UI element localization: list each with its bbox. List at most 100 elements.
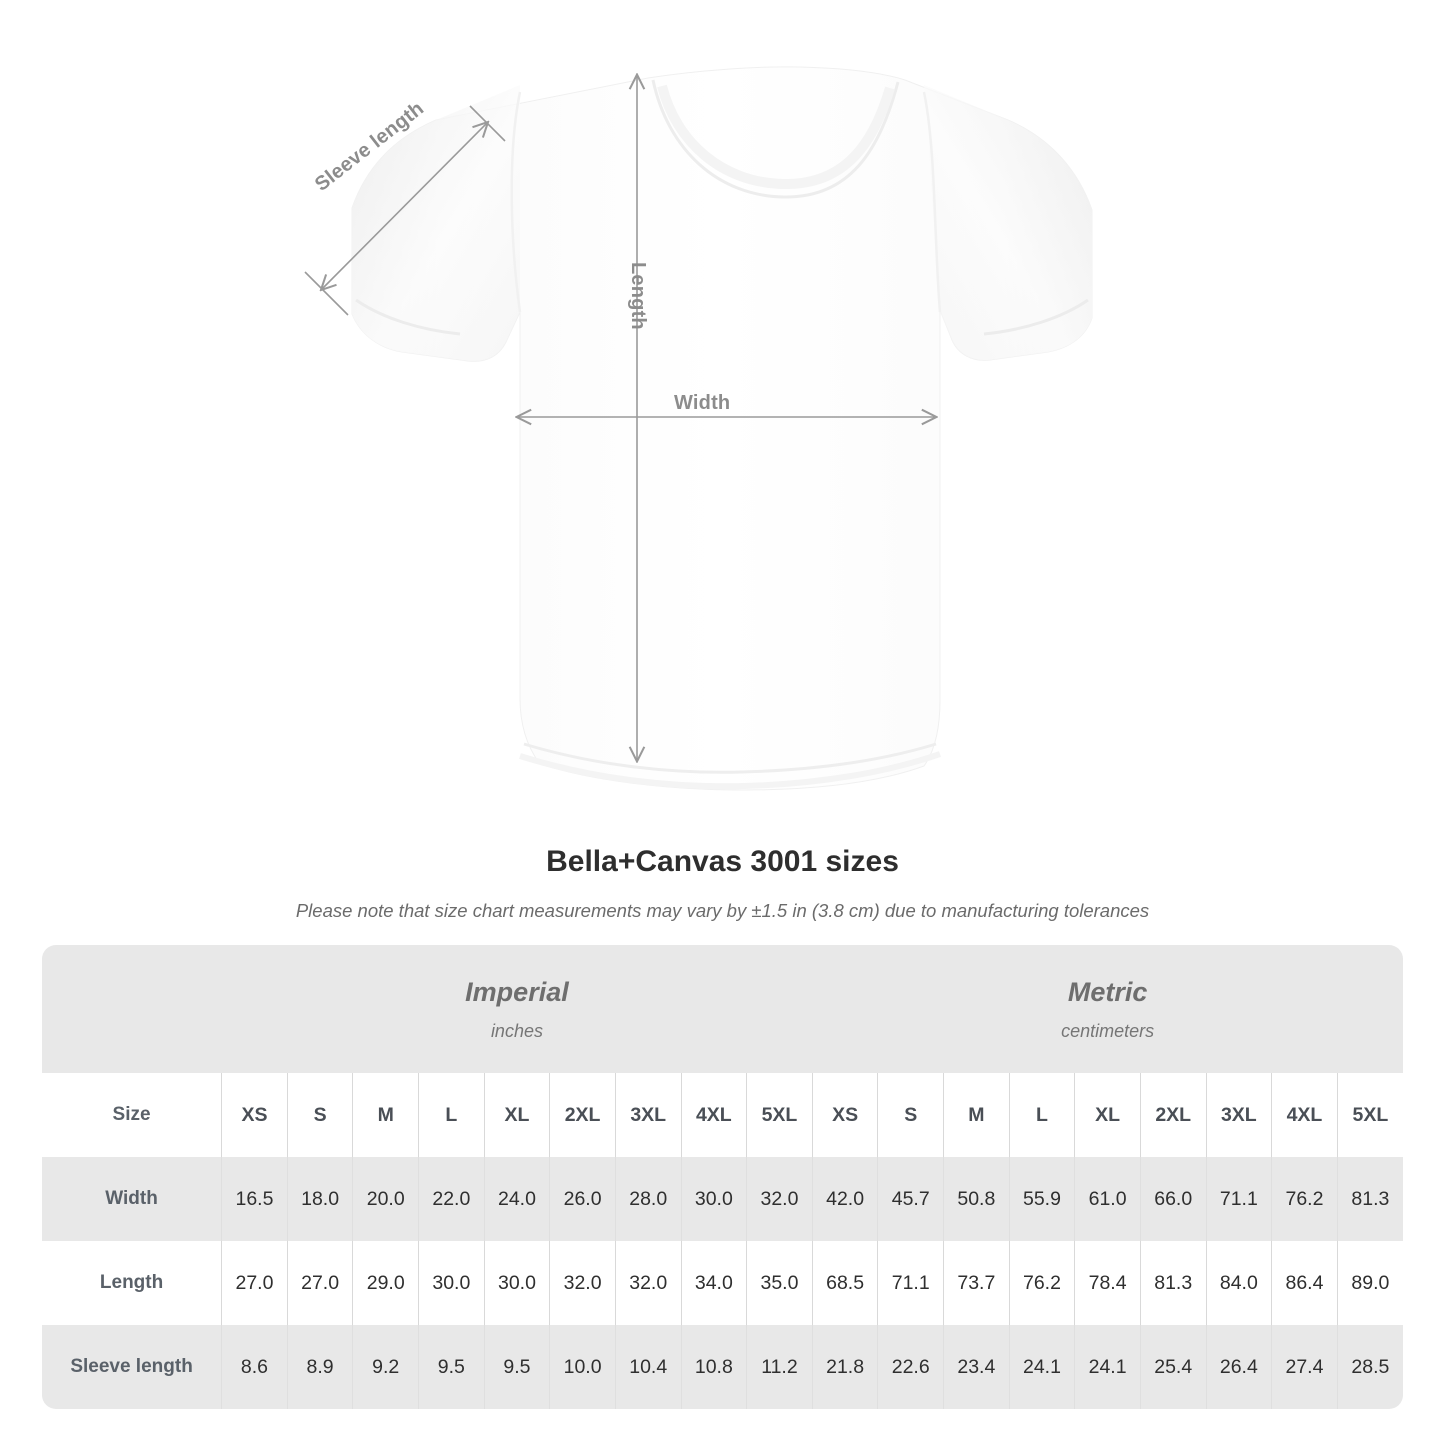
cell: 42.0 — [811, 1157, 878, 1241]
size-header-6: 3XL — [614, 1073, 682, 1157]
cell: 89.0 — [1336, 1241, 1403, 1325]
cell: 50.8 — [943, 1157, 1010, 1241]
measurement-arrows — [304, 76, 935, 760]
size-header-7: 4XL — [680, 1073, 747, 1157]
tshirt-shape — [351, 66, 1093, 791]
cell: 32.0 — [614, 1241, 682, 1325]
cell: 45.7 — [877, 1157, 944, 1241]
cell: 76.2 — [1271, 1157, 1338, 1241]
size-header-1: S — [286, 1073, 353, 1157]
corner-header: Size — [42, 1073, 222, 1157]
cell: 27.4 — [1271, 1325, 1338, 1409]
tshirt-measurement-diagram: Sleeve length Length Width — [304, 66, 1093, 791]
size-header-9: XS — [811, 1073, 878, 1157]
unit-banner-row: Imperial inches Metric centimeters — [42, 945, 1403, 1073]
banner-spacer — [42, 945, 222, 1073]
cell: 10.8 — [680, 1325, 747, 1409]
size-header-16: 4XL — [1271, 1073, 1338, 1157]
size-header-0: XS — [221, 1073, 288, 1157]
table-row: Length 27.0 27.0 29.0 30.0 30.0 32.0 32.0 34.0 35… — [42, 1241, 1403, 1325]
length-label: Length — [627, 262, 649, 330]
cell: 9.2 — [352, 1325, 419, 1409]
sleeve-cap-lower — [304, 271, 349, 316]
table-row: Width 16.5 18.0 20.0 22.0 24.0 26.0 28.0 30.0 32.… — [42, 1157, 1403, 1241]
row-label-length: Length — [42, 1241, 222, 1325]
cell: 22.6 — [877, 1325, 944, 1409]
cell: 18.0 — [286, 1157, 353, 1241]
row-label-sleeve-length: Sleeve length — [42, 1325, 222, 1409]
unit-sublabel: inches — [490, 1021, 543, 1042]
size-chart-table: Imperial inches Metric centimeters Size XS S M L… — [42, 945, 1403, 1409]
cell: 9.5 — [418, 1325, 485, 1409]
unit-header-metric: Metric centimeters — [812, 945, 1403, 1073]
cell: 21.8 — [811, 1325, 878, 1409]
cell: 84.0 — [1205, 1241, 1272, 1325]
size-header-11: M — [943, 1073, 1010, 1157]
cell: 10.0 — [549, 1325, 616, 1409]
cell: 29.0 — [352, 1241, 419, 1325]
chart-heading: Bella+Canvas 3001 sizes Please note that… — [0, 845, 1445, 922]
cell: 26.0 — [549, 1157, 616, 1241]
cell: 71.1 — [1205, 1157, 1272, 1241]
cell: 71.1 — [877, 1241, 944, 1325]
cell: 81.3 — [1336, 1157, 1403, 1241]
row-label-width: Width — [42, 1157, 222, 1241]
size-header-14: 2XL — [1139, 1073, 1207, 1157]
size-header-12: L — [1008, 1073, 1075, 1157]
cell: 24.0 — [483, 1157, 550, 1241]
cell: 76.2 — [1008, 1241, 1075, 1325]
size-header-5: 2XL — [549, 1073, 616, 1157]
cell: 28.5 — [1336, 1325, 1403, 1409]
cell: 20.0 — [352, 1157, 419, 1241]
cell: 68.5 — [811, 1241, 878, 1325]
cell: 27.0 — [286, 1241, 353, 1325]
cell: 61.0 — [1074, 1157, 1141, 1241]
cell: 30.0 — [418, 1241, 485, 1325]
cell: 25.4 — [1139, 1325, 1207, 1409]
sleeve-cap-upper — [469, 105, 506, 142]
cell: 32.0 — [746, 1157, 813, 1241]
unit-name: Imperial — [465, 976, 569, 1007]
cell: 30.0 — [483, 1241, 550, 1325]
size-header-10: S — [877, 1073, 944, 1157]
width-label: Width — [674, 392, 731, 414]
cell: 24.1 — [1008, 1325, 1075, 1409]
size-header-13: XL — [1074, 1073, 1141, 1157]
table-header-row: Size XS S M L XL 2XL 3XL 4XL 5XL XS S M L XL 2XL 3XL 4XL 5… — [42, 1073, 1403, 1157]
cell: 55.9 — [1008, 1157, 1075, 1241]
size-header-17: 5XL — [1336, 1073, 1403, 1157]
tshirt-svg — [304, 66, 1093, 791]
size-header-2: M — [352, 1073, 419, 1157]
cell: 11.2 — [746, 1325, 813, 1409]
cell: 16.5 — [221, 1157, 288, 1241]
unit-name: Metric — [1067, 976, 1148, 1007]
cell: 73.7 — [943, 1241, 1010, 1325]
cell: 32.0 — [549, 1241, 616, 1325]
size-header-3: L — [418, 1073, 485, 1157]
unit-sublabel: centimeters — [1061, 1021, 1155, 1042]
size-header-15: 3XL — [1205, 1073, 1272, 1157]
cell: 35.0 — [746, 1241, 813, 1325]
size-chart-container: Imperial inches Metric centimeters Size XS S M L… — [42, 945, 1403, 1409]
size-header-8: 5XL — [746, 1073, 813, 1157]
cell: 27.0 — [221, 1241, 288, 1325]
cell: 26.4 — [1205, 1325, 1272, 1409]
tolerance-note: Please note that size chart measurements… — [295, 900, 1150, 921]
cell: 22.0 — [418, 1157, 485, 1241]
cell: 8.9 — [286, 1325, 353, 1409]
cell: 9.5 — [483, 1325, 550, 1409]
cell: 23.4 — [943, 1325, 1010, 1409]
cell: 24.1 — [1074, 1325, 1141, 1409]
cell: 66.0 — [1139, 1157, 1207, 1241]
cell: 28.0 — [614, 1157, 682, 1241]
cell: 30.0 — [680, 1157, 747, 1241]
cell: 78.4 — [1074, 1241, 1141, 1325]
sleeve-length-arrow — [322, 123, 487, 289]
size-header-4: XL — [483, 1073, 550, 1157]
cell: 81.3 — [1139, 1241, 1207, 1325]
unit-header-imperial: Imperial inches — [221, 945, 813, 1073]
cell: 8.6 — [221, 1325, 288, 1409]
cell: 34.0 — [680, 1241, 747, 1325]
table-row: Sleeve length 8.6 8.9 9.2 9.5 9.5 10.0 10.4 10.8… — [42, 1325, 1403, 1409]
cell: 10.4 — [614, 1325, 682, 1409]
